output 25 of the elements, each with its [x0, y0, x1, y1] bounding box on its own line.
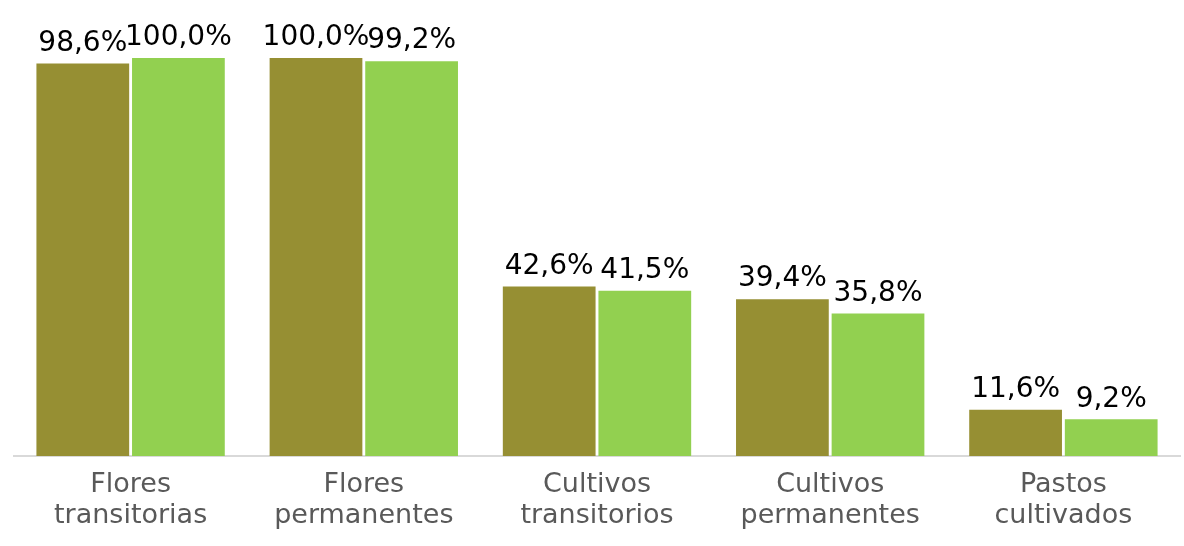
- bar: [502, 286, 596, 456]
- data-label: 98,6%: [38, 24, 128, 58]
- data-label: 39,4%: [737, 260, 827, 294]
- bar: [269, 58, 363, 456]
- bar: [36, 63, 130, 456]
- x-tick-label: Pastos cultivados: [994, 467, 1133, 530]
- data-label: 100,0%: [125, 19, 232, 53]
- bar: [831, 313, 925, 456]
- bar: [969, 409, 1062, 456]
- data-label: 100,0%: [262, 19, 370, 53]
- data-label: 42,6%: [504, 247, 594, 281]
- data-label: 11,6%: [971, 371, 1061, 405]
- x-tick-label: Cultivos permanentes: [740, 467, 920, 530]
- bar: [365, 61, 458, 456]
- x-tick-label: Flores permanentes: [274, 467, 454, 530]
- x-tick-label: Cultivos transitorios: [520, 467, 674, 530]
- bar: [1064, 419, 1158, 456]
- data-label: 99,2%: [367, 22, 457, 56]
- data-label: 41,5%: [600, 252, 690, 286]
- bar: [132, 58, 225, 456]
- data-label: 9,2%: [1075, 380, 1147, 414]
- bar: [598, 290, 692, 456]
- data-label: 35,8%: [833, 274, 923, 308]
- x-tick-label: Flores transitorias: [53, 467, 208, 530]
- bar: [736, 299, 829, 456]
